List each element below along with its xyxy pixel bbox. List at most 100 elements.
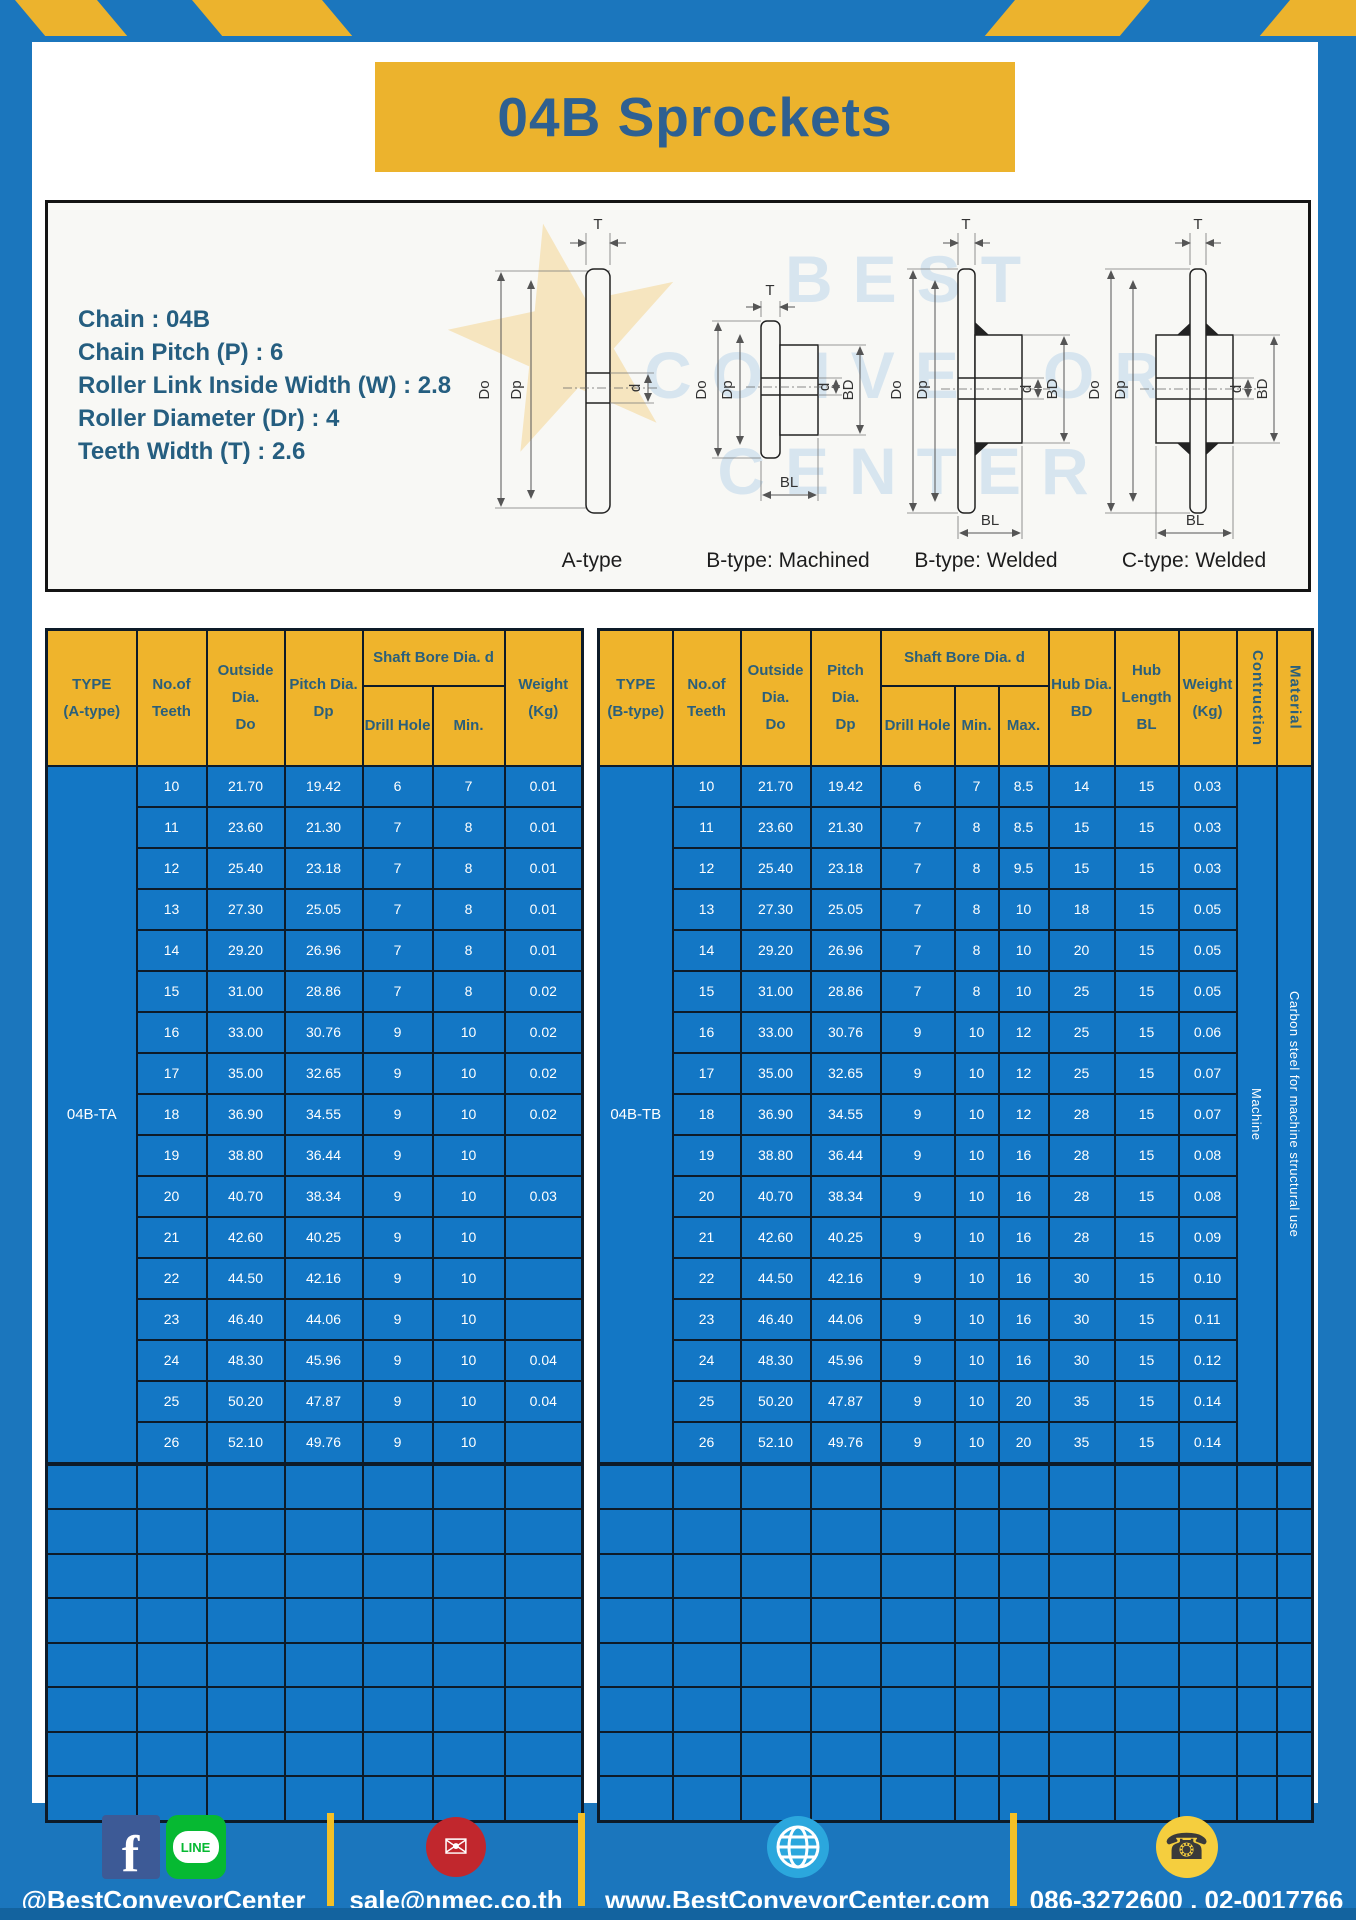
cell: 12: [671, 846, 742, 890]
table-row: 19 38.80 36.44 9 10 16 28 15 0.08: [599, 1133, 1313, 1177]
cell: 0.03: [1177, 764, 1238, 808]
cell: 10: [431, 1256, 506, 1300]
cell: 8: [431, 846, 506, 890]
cell: 10: [431, 1133, 506, 1177]
empty-cell: [45, 1508, 138, 1555]
empty-cell: [671, 1775, 742, 1822]
dim-label-T: T: [1193, 216, 1202, 233]
empty-cell: [953, 1775, 1000, 1822]
cell: 21: [135, 1215, 208, 1259]
drawing-b-type-machined: T Do Dp d: [693, 282, 870, 572]
cell: 33.00: [205, 1010, 286, 1054]
table-row: 23 46.40 44.06 9 10 16 30 15 0.11: [599, 1297, 1313, 1341]
empty-cell: [1047, 1775, 1116, 1822]
empty-cell: [997, 1730, 1050, 1777]
cell: 20: [135, 1174, 208, 1218]
table-row: 18 36.90 34.55 9 10 12 28 15 0.07: [599, 1092, 1313, 1136]
cell: 9: [361, 1133, 434, 1177]
cell: 36.90: [205, 1092, 286, 1136]
cell: 10: [953, 1092, 1000, 1136]
empty-cell: [739, 1686, 812, 1733]
cell: 10: [953, 1051, 1000, 1095]
empty-cell: [671, 1686, 742, 1733]
cell: 35.00: [739, 1051, 812, 1095]
table-row: 23 46.40 44.06 9 10: [47, 1297, 584, 1341]
empty-row: [45, 1775, 584, 1822]
empty-cell: [361, 1461, 434, 1510]
cell: 11: [135, 805, 208, 849]
empty-cell: [283, 1552, 364, 1599]
empty-cell: [45, 1775, 138, 1822]
empty-row: [45, 1461, 584, 1510]
cell: 10: [431, 1010, 506, 1054]
empty-cell: [739, 1461, 812, 1510]
column-header-min: Min.: [431, 684, 506, 767]
cell: 19.42: [809, 764, 882, 808]
empty-cell: [1113, 1508, 1180, 1555]
cell: 17: [135, 1051, 208, 1095]
top-stripe-1: [15, 0, 128, 36]
cell: 0.02: [503, 1092, 584, 1136]
cell: 19: [135, 1133, 208, 1177]
cell: 0.05: [1177, 928, 1238, 972]
empty-row: [597, 1597, 1314, 1644]
empty-cell: [45, 1597, 138, 1644]
cell: 0.03: [1177, 805, 1238, 849]
cell: 8: [431, 928, 506, 972]
construction-cell: Machine: [1235, 764, 1278, 1465]
drawing-a-type: Do Dp T d A-type: [476, 216, 660, 572]
footer-group-social: f LINE @BestConveyorCenter: [0, 1803, 327, 1920]
cell: 19.42: [283, 764, 364, 808]
empty-cell: [1177, 1775, 1238, 1822]
cell: 46.40: [205, 1297, 286, 1341]
cell: 10: [953, 1256, 1000, 1300]
cell: 32.65: [809, 1051, 882, 1095]
empty-cell: [739, 1597, 812, 1644]
diagram-caption: B-type: Machined: [706, 549, 869, 572]
cell: 20: [671, 1174, 742, 1218]
empty-cell: [205, 1686, 286, 1733]
cell: 21.30: [283, 805, 364, 849]
cell: [503, 1297, 584, 1341]
empty-cell: [1047, 1552, 1116, 1599]
empty-row: [597, 1552, 1314, 1599]
empty-cell: [953, 1461, 1000, 1510]
empty-cell: [809, 1597, 882, 1644]
cell: 10: [431, 1174, 506, 1218]
dim-label-T: T: [593, 216, 602, 233]
cell: 0.14: [1177, 1420, 1238, 1465]
empty-cell: [1275, 1775, 1314, 1822]
table-row: 21 42.60 40.25 9 10: [47, 1215, 584, 1259]
cell: 15: [1113, 1051, 1180, 1095]
dim-label-BD: BD: [1254, 378, 1271, 399]
cell: 30: [1047, 1297, 1116, 1341]
empty-cell: [283, 1686, 364, 1733]
cell: 9: [879, 1256, 956, 1300]
cell: 0.04: [503, 1379, 584, 1423]
cell: 38.80: [205, 1133, 286, 1177]
empty-cell: [671, 1461, 742, 1510]
cell: 30: [1047, 1256, 1116, 1300]
cell: 30: [1047, 1338, 1116, 1382]
dim-label-BL: BL: [780, 474, 798, 491]
empty-cell: [879, 1552, 956, 1599]
cell: 27.30: [739, 887, 812, 931]
table-row: 16 33.00 30.76 9 10 12 25 15 0.06: [599, 1010, 1313, 1054]
cell: 7: [361, 928, 434, 972]
cell: 40.25: [809, 1215, 882, 1259]
empty-cell: [45, 1461, 138, 1510]
cell: 0.02: [503, 1051, 584, 1095]
footer-divider: [578, 1813, 585, 1906]
empty-cell: [1177, 1552, 1238, 1599]
globe-icon: [766, 1816, 829, 1878]
cell: 42.60: [739, 1215, 812, 1259]
cell: 50.20: [739, 1379, 812, 1423]
dim-label-d: d: [627, 384, 644, 392]
cell: 36.44: [809, 1133, 882, 1177]
cell: 10: [431, 1051, 506, 1095]
cell: 31.00: [739, 969, 812, 1013]
table-row: 13 27.30 25.05 7 8 10 18 15 0.05: [599, 887, 1313, 931]
table-row: 18 36.90 34.55 9 10 0.02: [47, 1092, 584, 1136]
table-row: 25 50.20 47.87 9 10 20 35 15 0.14: [599, 1379, 1313, 1423]
table-row: 26 52.10 49.76 9 10: [47, 1420, 584, 1465]
